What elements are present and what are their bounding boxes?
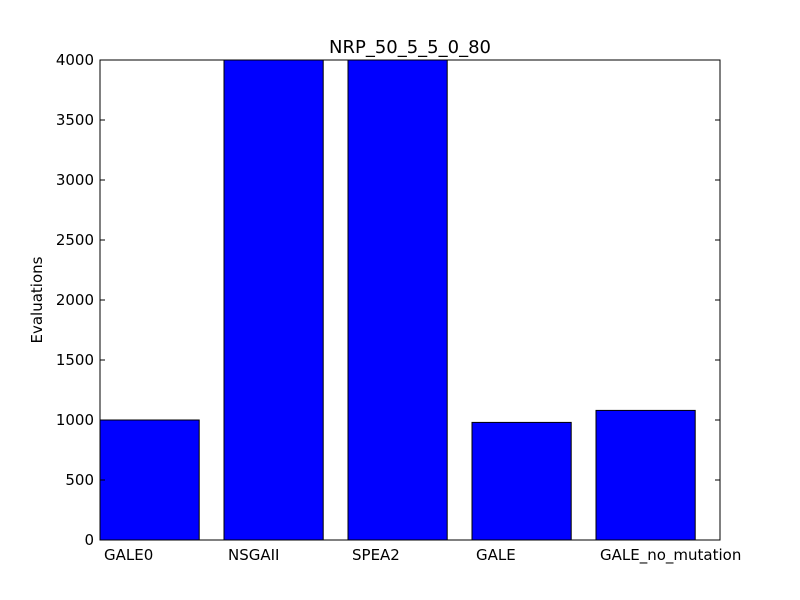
x-tick-label: GALE_no_mutation xyxy=(600,546,741,565)
y-ticks-group: 0 500 1000 1500 2000 2500 3000 3500 4000 xyxy=(56,51,720,549)
y-tick-label: 0 xyxy=(84,531,94,549)
bars-group xyxy=(99,59,696,541)
x-ticks-group: GALE0 NSGAII SPEA2 GALE GALE_no_mutation xyxy=(104,546,741,565)
bar-gale-no-mutation xyxy=(595,409,696,541)
y-tick-label: 3000 xyxy=(56,171,94,189)
y-tick-label: 2000 xyxy=(56,291,94,309)
y-tick-label: 500 xyxy=(65,471,94,489)
plot-frame xyxy=(99,59,721,541)
y-tick-label: 4000 xyxy=(56,51,94,69)
x-tick-label: NSGAII xyxy=(228,546,279,564)
y-tick-label: 3500 xyxy=(56,111,94,129)
bar-gale0 xyxy=(99,419,200,541)
chart-title: NRP_50_5_5_0_80 xyxy=(329,37,491,58)
bar-nsgaii xyxy=(223,59,324,541)
y-tick-label: 1000 xyxy=(56,411,94,429)
x-tick-label: GALE xyxy=(476,546,516,564)
x-tick-label: SPEA2 xyxy=(352,546,400,564)
x-tick-label: GALE0 xyxy=(104,546,153,564)
bar-gale xyxy=(471,421,572,541)
bar-spea2 xyxy=(347,59,448,541)
y-tick-label: 2500 xyxy=(56,231,94,249)
y-axis-label: Evaluations xyxy=(28,256,46,343)
y-tick-label: 1500 xyxy=(56,351,94,369)
